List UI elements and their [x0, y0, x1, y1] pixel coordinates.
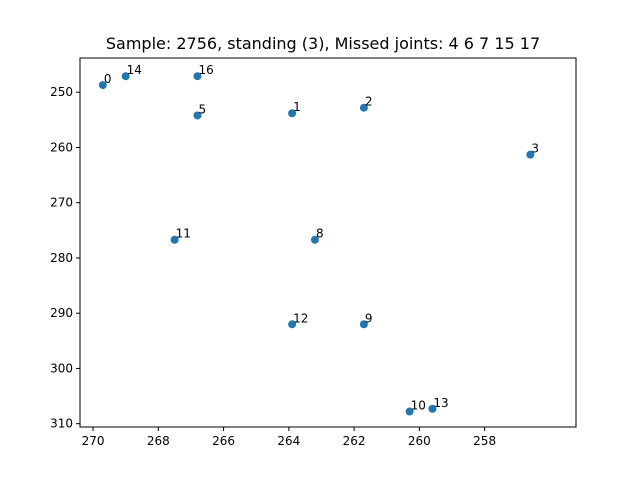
x-tick-label: 266 [212, 434, 235, 448]
point-label-5: 5 [198, 102, 206, 116]
point-label-8: 8 [316, 227, 324, 241]
point-label-9: 9 [365, 311, 373, 325]
x-tick-label: 270 [82, 434, 105, 448]
y-tick-label: 290 [50, 306, 73, 320]
point-label-14: 14 [127, 63, 142, 77]
data-point-0 [98, 81, 107, 90]
data-point-5 [193, 111, 202, 120]
x-axis: 270 268 266 264 262 260 258 [82, 427, 496, 448]
y-tick-label: 260 [50, 140, 73, 154]
data-point-13 [428, 404, 437, 413]
y-tick-label: 310 [50, 417, 73, 431]
data-point-14 [121, 72, 130, 81]
point-label-16: 16 [198, 63, 213, 77]
data-point-10 [405, 407, 414, 416]
y-tick-label: 280 [50, 251, 73, 265]
y-axis: 250 260 270 280 290 300 310 [50, 85, 80, 431]
point-label-1: 1 [293, 100, 301, 114]
data-point-8 [310, 235, 319, 244]
point-label-12: 12 [293, 311, 308, 325]
y-tick-label: 300 [50, 361, 73, 375]
data-point-9 [359, 320, 368, 329]
data-points [98, 72, 535, 416]
data-point-16 [193, 72, 202, 81]
plot-area-frame [79, 57, 577, 428]
point-label-10: 10 [411, 399, 426, 413]
chart-title: Sample: 2756, standing (3), Missed joint… [106, 34, 540, 53]
x-tick-label: 260 [408, 434, 431, 448]
x-tick-label: 258 [473, 434, 496, 448]
point-label-13: 13 [433, 396, 448, 410]
point-label-2: 2 [365, 95, 373, 109]
x-tick-label: 268 [147, 434, 170, 448]
y-tick-label: 270 [50, 196, 73, 210]
point-label-11: 11 [176, 227, 191, 241]
x-tick-label: 262 [343, 434, 366, 448]
data-point-2 [359, 103, 368, 112]
data-point-1 [288, 109, 297, 118]
data-point-3 [526, 150, 535, 159]
y-tick-label: 250 [50, 85, 73, 99]
point-label-0: 0 [104, 72, 112, 86]
data-point-11 [170, 235, 179, 244]
x-tick-label: 264 [277, 434, 300, 448]
point-label-3: 3 [531, 142, 539, 156]
data-point-12 [288, 320, 297, 329]
